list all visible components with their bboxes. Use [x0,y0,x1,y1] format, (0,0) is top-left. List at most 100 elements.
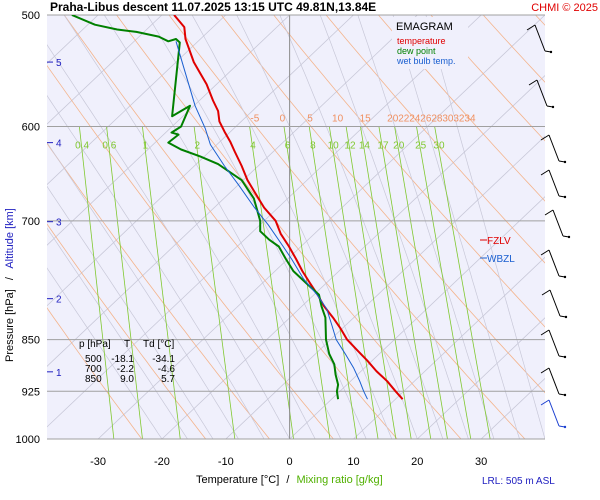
moist-adiabat [47,141,239,439]
xlabel-temperature: Temperature [°C] [196,474,279,486]
dry-adiabat-label: 15 [360,114,372,125]
table-row-700-p: 700 [85,364,102,375]
dry-adiabat [168,15,526,439]
mixing-ratio-label: 20 [393,140,405,151]
wind-barb-dot [563,393,567,397]
isotherm-line [47,15,290,246]
wind-barb-dot [564,315,568,319]
wind-barb-dot [567,235,571,239]
dry-adiabat-label: 30 [442,114,454,125]
moist-adiabat [357,15,495,439]
dry-adiabat [588,15,600,439]
isotherm-line [353,256,545,439]
chart-title: Praha-Libus descent 11.07.2025 13:15 UTC… [50,0,376,14]
pressure-tick-label: 925 [22,386,40,398]
moist-adiabat [279,15,444,439]
table-header-t: T [124,339,130,350]
ylabel-separator: / [4,276,16,280]
dry-adiabat-label: 10 [332,114,344,125]
x-tick-label: -30 [90,456,106,468]
wind-barb-feather [540,329,550,336]
wind-barb-feather [540,134,550,141]
mixing-ratio-label: 25 [415,140,427,151]
series-line-temperature [173,15,404,400]
xlabel-mixing-ratio: Mixing ratio [g/kg] [296,474,382,486]
dry-adiabat [47,142,270,439]
series-line-wet-bulb-temp [175,41,368,400]
mixing-ratio-label: 0.6 [102,140,116,151]
pressure-tick-label: 1000 [16,434,40,446]
mixing-ratio-line [378,126,432,439]
mixing-ratio-line [360,126,412,439]
wind-barb-dot [551,105,555,109]
mixing-ratio-line [193,126,236,439]
x-tick-label: 30 [475,456,487,468]
dry-adiabat [535,15,545,26]
mixing-ratio-line [142,126,181,439]
table-row-500-td: -34.1 [152,354,175,365]
wind-barb-staff [548,399,560,427]
mixing-ratio-label: 12 [344,140,356,151]
isotherm-line [47,15,163,125]
x-tick-label: 10 [347,456,359,468]
dry-adiabat [47,307,143,439]
moist-adiabat [47,95,265,439]
mixing-ratio-line [434,126,491,439]
series-line-dew-point [71,15,340,400]
wind-barb-dot [549,50,553,54]
mixing-ratio-line [345,126,397,439]
legend-heading: EMAGRAM [396,21,453,33]
x-tick-label: 20 [411,456,423,468]
moist-adiabat [319,15,469,439]
dry-adiabat [116,15,462,439]
wind-barb-dot [563,425,567,429]
altitude-tick-label: 5 [56,58,62,69]
pressure-tick-label: 600 [22,122,40,134]
wind-barb-staff [536,79,548,107]
wind-barb-dot [563,195,567,199]
y-axis-label: Pressure [hPa] / Altitude [km] [4,208,16,362]
isotherm-line [47,15,482,428]
moist-adiabat [392,15,520,439]
isotherm-line [47,15,227,186]
altitude-tick-label: 4 [56,139,62,150]
moist-adiabat [47,44,290,439]
mixing-ratio-line [78,126,115,439]
table-row-850-t: 9.0 [120,374,134,385]
dry-adiabat-label: 5 [307,114,313,125]
altitude-tick-label: 3 [56,218,62,229]
wind-barb-dot [563,275,567,279]
wind-barb-staff [552,209,564,237]
mixing-ratio-label: 2 [195,140,201,151]
wind-barb-feather [540,249,550,256]
mixing-ratio-label: 17 [377,140,389,151]
x-axis-label: Temperature [°C] / Mixing ratio [g/kg] [196,474,383,486]
fzlv-label: FZLV [487,236,511,247]
x-tick-label: -10 [218,456,234,468]
wind-barb-staff [548,169,560,197]
moist-adiabat [147,15,367,439]
svg-text:Pressure [hPa] / A: Pressure [hPa] / Altitude [km] [4,208,16,362]
x-tick-label: 0 [287,456,293,468]
wind-barbs [526,24,571,429]
wind-barb-feather [540,399,550,406]
dry-adiabat-label: 20 [387,114,399,125]
table-row-700-td: -4.6 [158,364,176,375]
moist-adiabat [236,15,418,439]
altitude-tick-label: 2 [56,295,62,306]
x-tick-label: -20 [154,456,170,468]
svg-text:Temperature [°C] /: Temperature [°C] / Mixing ratio [g/kg] [196,474,383,486]
mixing-ratio-line [106,126,143,439]
mixing-ratio-label: 8 [310,140,316,151]
mixing-ratio-label: 30 [433,140,445,151]
isotherm-line [544,438,545,439]
table-row-850-td: 5.7 [161,374,175,385]
mixing-ratio-line [394,126,448,439]
profile-series [71,15,404,400]
summary-table: p [hPa] T Td [°C] 500 -18.1 -34.1 700 -2… [79,339,175,385]
mixing-ratio-line [328,126,379,439]
wind-barb-feather [540,367,550,374]
ylabel-pressure: Pressure [hPa] [4,289,16,362]
